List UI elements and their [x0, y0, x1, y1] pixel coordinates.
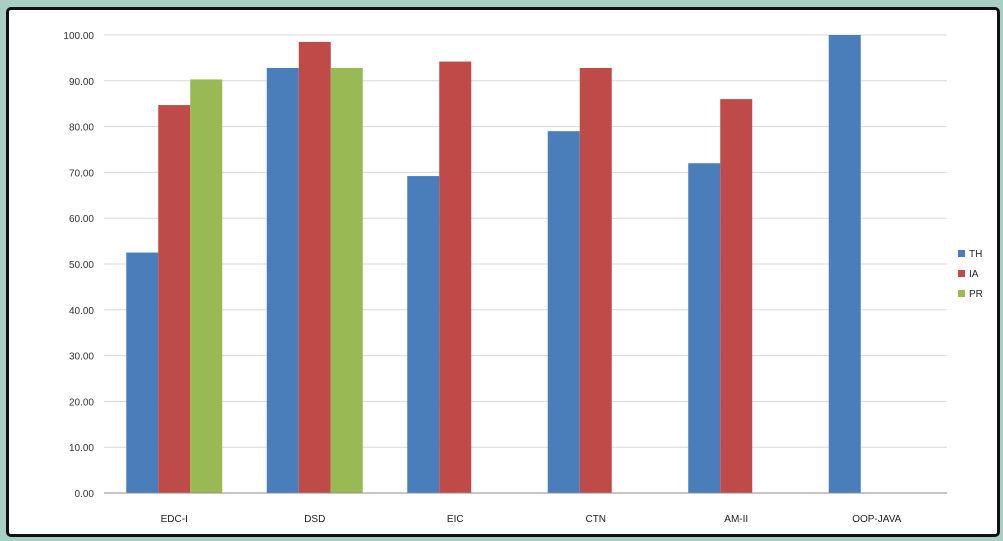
bar-ia-eic [439, 61, 472, 494]
bar-ia-am-ii [720, 99, 753, 494]
legend: TH IA PR [958, 249, 983, 300]
bar-pr-edc-i [190, 79, 223, 494]
y-tick-label: 50.00 [69, 260, 94, 271]
x-tick-label: AM-II [724, 514, 748, 525]
bars [126, 35, 861, 494]
bar-th-ctn [547, 131, 580, 493]
y-tick-label: 90.00 [69, 77, 94, 88]
legend-swatch-ia [958, 270, 965, 277]
legend-swatch-th [958, 250, 965, 257]
bar-chart: 0.00 10.00 20.00 30.00 40.00 50.00 60.00 70.00 8… [63, 31, 983, 525]
y-tick-label: 80.00 [69, 123, 94, 134]
bar-th-edc-i [126, 252, 159, 493]
chart-frame: 0.00 10.00 20.00 30.00 40.00 50.00 60.00 70.00 8… [6, 7, 1000, 537]
y-tick-label: 60.00 [69, 214, 94, 225]
y-tick-label: 100.00 [63, 31, 94, 42]
bar-ia-ctn [579, 67, 612, 493]
bar-ia-edc-i [158, 105, 191, 493]
x-tick-label: CTN [585, 514, 606, 525]
bar-th-oop-java [828, 35, 861, 493]
x-tick-label: EIC [447, 514, 464, 525]
y-tick-label: 70.00 [69, 168, 94, 179]
bar-th-dsd [266, 67, 299, 493]
bar-th-am-ii [688, 163, 721, 494]
y-tick-label: 10.00 [69, 443, 94, 454]
x-tick-label: EDC-I [161, 514, 188, 525]
legend-label: IA [969, 269, 979, 280]
bar-th-eic [407, 176, 440, 493]
bar-pr-dsd [330, 67, 363, 493]
x-tick-label: DSD [304, 514, 325, 525]
y-tick-label: 40.00 [69, 306, 94, 317]
x-tick-label: OOP-JAVA [852, 514, 901, 525]
y-axis: 0.00 10.00 20.00 30.00 40.00 50.00 60.00 70.00 8… [63, 31, 94, 500]
legend-label: PR [969, 289, 983, 300]
bar-ia-dsd [298, 41, 331, 494]
x-axis: EDC-I DSD EIC CTN AM-II OOP-JAVA [104, 492, 947, 525]
y-tick-label: 0.00 [75, 489, 95, 500]
legend-swatch-pr [958, 290, 965, 297]
y-tick-label: 20.00 [69, 397, 94, 408]
legend-label: TH [969, 249, 982, 260]
gridlines [104, 34, 947, 448]
y-tick-label: 30.00 [69, 352, 94, 363]
